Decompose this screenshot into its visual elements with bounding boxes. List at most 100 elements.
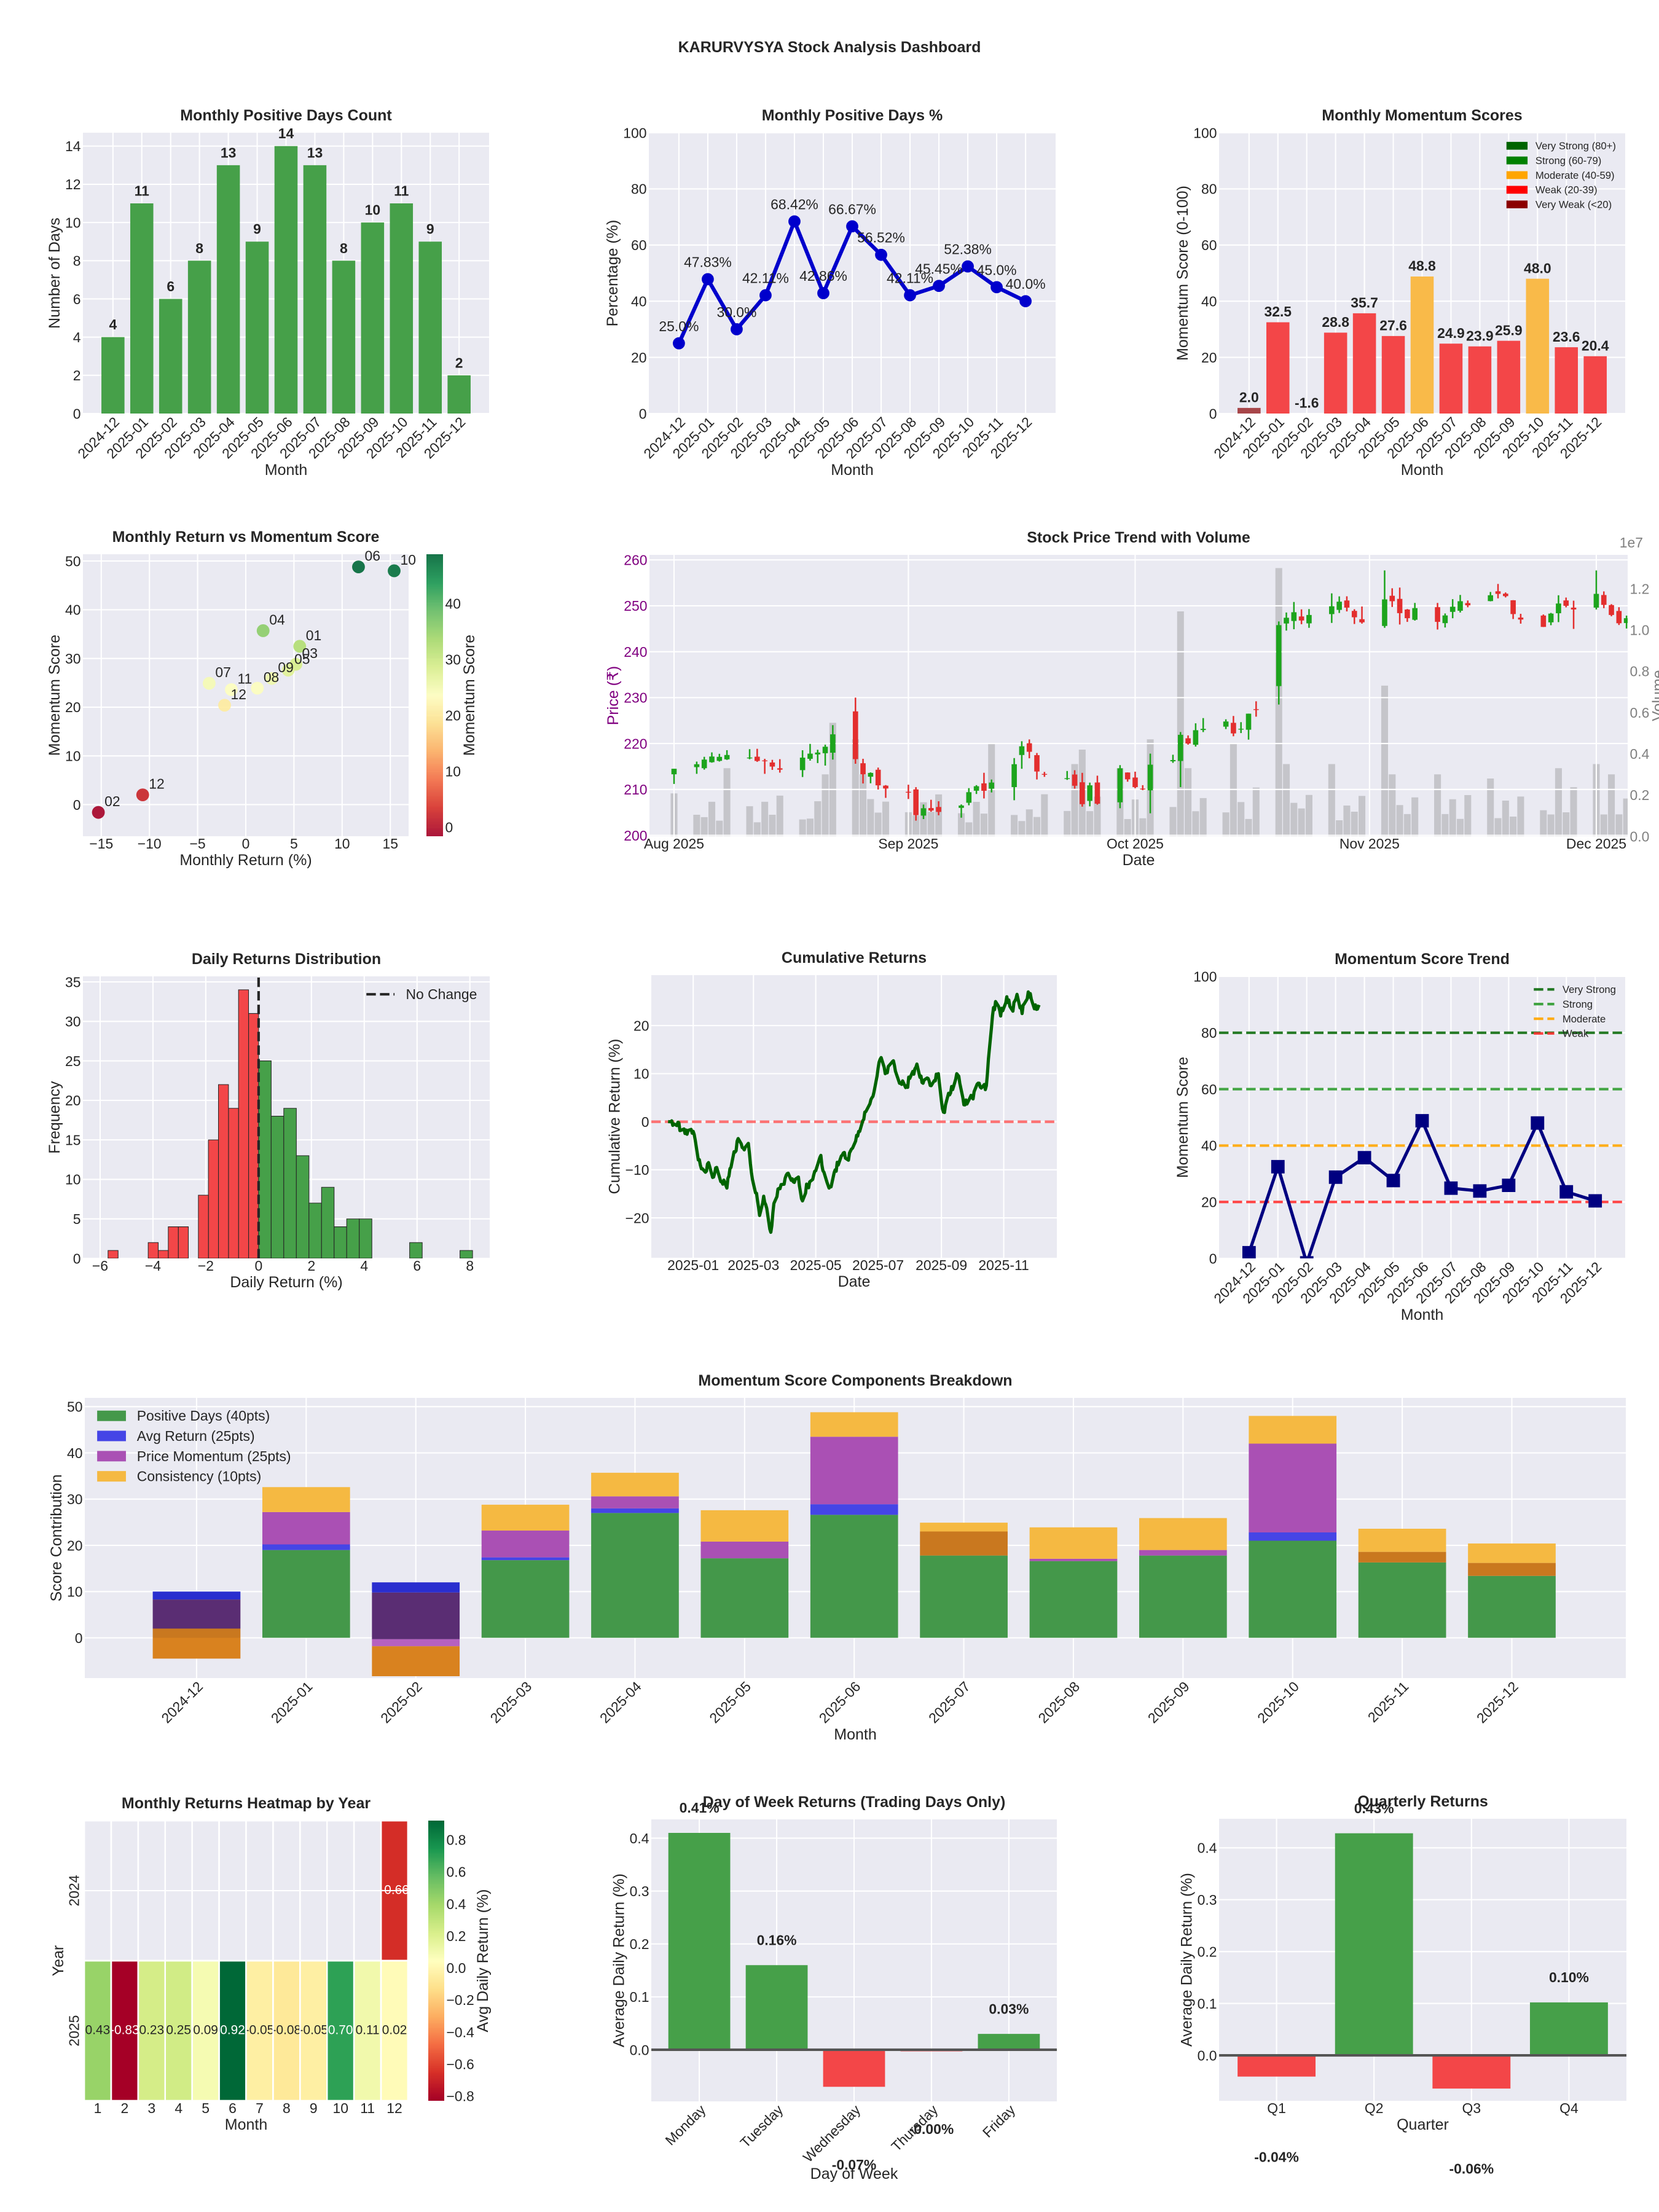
- svg-text:10: 10: [445, 764, 461, 780]
- svg-text:30: 30: [65, 651, 80, 667]
- svg-text:6: 6: [167, 278, 175, 294]
- svg-text:Very Strong (80+): Very Strong (80+): [1535, 140, 1616, 152]
- svg-text:0.0: 0.0: [1630, 828, 1650, 844]
- svg-text:10: 10: [65, 748, 80, 764]
- svg-text:4: 4: [109, 316, 117, 332]
- svg-text:8: 8: [283, 2100, 291, 2116]
- svg-text:240: 240: [624, 644, 647, 660]
- svg-text:42.86%: 42.86%: [799, 268, 847, 284]
- svg-text:Month: Month: [1401, 1306, 1443, 1324]
- svg-text:Q1: Q1: [1267, 2100, 1286, 2116]
- svg-text:Daily Returns Distribution: Daily Returns Distribution: [192, 951, 381, 968]
- svg-text:Stock Price Trend with Volume: Stock Price Trend with Volume: [1027, 529, 1250, 546]
- svg-text:12: 12: [65, 176, 80, 192]
- svg-text:7: 7: [256, 2100, 264, 2116]
- svg-text:Q2: Q2: [1365, 2100, 1384, 2116]
- svg-text:6: 6: [229, 2100, 237, 2116]
- svg-text:Q3: Q3: [1462, 2100, 1481, 2116]
- svg-text:0.02: 0.02: [382, 2023, 407, 2037]
- svg-text:0.4: 0.4: [630, 1830, 649, 1846]
- svg-text:Month: Month: [265, 461, 307, 479]
- svg-text:KARURVYSYA Stock Analysis Dash: KARURVYSYA Stock Analysis Dashboard: [678, 39, 981, 56]
- svg-text:Day of Week Returns (Trading D: Day of Week Returns (Trading Days Only): [703, 1794, 1006, 1811]
- svg-text:Aug 2025: Aug 2025: [644, 836, 704, 852]
- svg-text:25.9: 25.9: [1495, 322, 1523, 338]
- svg-text:2025-05: 2025-05: [790, 1257, 842, 1273]
- svg-text:11: 11: [394, 182, 409, 198]
- svg-text:30: 30: [445, 652, 461, 668]
- svg-text:6: 6: [413, 1258, 421, 1274]
- svg-text:0.10%: 0.10%: [1549, 1969, 1589, 1985]
- svg-text:0: 0: [73, 1250, 81, 1266]
- svg-text:66.67%: 66.67%: [828, 201, 876, 217]
- svg-text:Date: Date: [1123, 852, 1155, 869]
- svg-text:10: 10: [65, 1172, 80, 1188]
- svg-text:-0.04%: -0.04%: [1254, 2149, 1299, 2165]
- svg-text:15: 15: [382, 836, 398, 852]
- svg-text:Month: Month: [225, 2116, 267, 2133]
- svg-text:35.7: 35.7: [1351, 295, 1378, 311]
- svg-text:2: 2: [73, 367, 81, 383]
- svg-text:−10: −10: [626, 1162, 649, 1178]
- svg-text:Volume: Volume: [1649, 670, 1659, 721]
- svg-text:-0.66: -0.66: [380, 1883, 409, 1897]
- svg-text:Day of Week: Day of Week: [810, 2165, 898, 2183]
- svg-text:40: 40: [1201, 294, 1217, 310]
- svg-text:Oct 2025: Oct 2025: [1107, 836, 1164, 852]
- svg-text:Year: Year: [50, 1945, 67, 1977]
- svg-text:08: 08: [264, 669, 279, 685]
- svg-text:−0.4: −0.4: [447, 2024, 474, 2040]
- svg-text:20: 20: [1201, 350, 1217, 366]
- svg-text:12: 12: [231, 686, 246, 702]
- svg-text:0.16%: 0.16%: [757, 1932, 797, 1948]
- svg-text:0.0: 0.0: [447, 1960, 466, 1976]
- svg-text:48.0: 48.0: [1524, 260, 1551, 276]
- svg-text:Momentum Score Components Brea: Momentum Score Components Breakdown: [698, 1372, 1012, 1389]
- svg-text:2024: 2024: [66, 1875, 82, 1906]
- svg-text:Quarter: Quarter: [1397, 2116, 1449, 2133]
- svg-text:11: 11: [360, 2100, 375, 2116]
- svg-text:Average Daily Return (%): Average Daily Return (%): [1178, 1873, 1195, 2047]
- svg-text:42.11%: 42.11%: [887, 270, 933, 286]
- svg-text:0.4: 0.4: [447, 1896, 466, 1912]
- svg-text:11: 11: [135, 182, 149, 198]
- svg-text:0.6: 0.6: [1630, 705, 1650, 721]
- svg-text:5: 5: [73, 1211, 81, 1227]
- svg-text:Momentum Score (0-100): Momentum Score (0-100): [1174, 186, 1191, 361]
- svg-text:20: 20: [65, 699, 80, 715]
- svg-text:42.11%: 42.11%: [742, 270, 789, 286]
- svg-text:−5: −5: [190, 836, 206, 852]
- svg-text:Consistency (10pts): Consistency (10pts): [137, 1469, 261, 1484]
- svg-text:2.0: 2.0: [1239, 390, 1259, 406]
- svg-text:60: 60: [1201, 1081, 1217, 1097]
- svg-text:Cumulative Return (%): Cumulative Return (%): [606, 1039, 623, 1194]
- svg-text:100: 100: [623, 125, 646, 141]
- svg-text:60: 60: [631, 237, 646, 253]
- svg-text:07: 07: [215, 664, 230, 680]
- svg-text:14: 14: [278, 125, 294, 141]
- svg-text:Momentum Score: Momentum Score: [46, 635, 63, 756]
- svg-text:9: 9: [253, 221, 261, 237]
- svg-text:4: 4: [175, 2100, 182, 2116]
- svg-text:50: 50: [65, 553, 80, 569]
- svg-text:0.8: 0.8: [447, 1832, 466, 1848]
- svg-text:30: 30: [65, 1014, 80, 1030]
- svg-text:−2: −2: [198, 1258, 214, 1274]
- svg-text:03: 03: [302, 645, 318, 661]
- svg-text:80: 80: [1201, 1025, 1217, 1041]
- svg-text:0.3: 0.3: [1198, 1892, 1217, 1908]
- svg-text:0.2: 0.2: [1198, 1943, 1217, 1959]
- svg-text:Daily Return (%): Daily Return (%): [230, 1274, 342, 1291]
- svg-text:05: 05: [294, 651, 310, 667]
- svg-text:45.0%: 45.0%: [977, 262, 1017, 278]
- svg-text:0.0: 0.0: [1198, 2047, 1217, 2063]
- svg-text:Cumulative Returns: Cumulative Returns: [782, 949, 927, 967]
- svg-text:14: 14: [65, 138, 81, 154]
- svg-text:40: 40: [631, 294, 646, 310]
- svg-text:01: 01: [306, 627, 321, 643]
- svg-text:20: 20: [631, 350, 646, 366]
- svg-text:20: 20: [1201, 1194, 1217, 1210]
- svg-text:10: 10: [334, 836, 350, 852]
- svg-text:40.0%: 40.0%: [1006, 276, 1046, 292]
- svg-text:100: 100: [1193, 968, 1217, 984]
